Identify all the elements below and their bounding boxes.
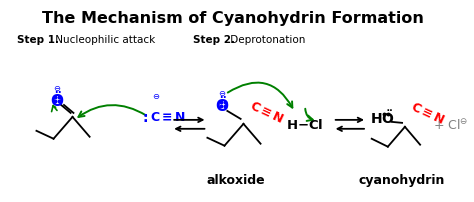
Text: $\mathbf{H\ddot{O}}$: $\mathbf{H\ddot{O}}$ [370, 109, 394, 126]
Text: $\ominus$: $\ominus$ [219, 88, 227, 97]
Text: $\mathbf{C{\equiv}N}$: $\mathbf{C{\equiv}N}$ [409, 100, 447, 127]
Text: cyanohydrin: cyanohydrin [359, 174, 445, 187]
Text: $\ominus$: $\ominus$ [53, 83, 62, 92]
Text: Step 1.: Step 1. [18, 35, 59, 45]
Text: Nucleophilic attack: Nucleophilic attack [52, 35, 155, 45]
Text: Step 2.: Step 2. [193, 35, 235, 45]
Text: $\mathbf{:}$: $\mathbf{:}$ [140, 110, 148, 124]
Text: $\mathbf{\ddot{O}}$: $\mathbf{\ddot{O}}$ [216, 95, 230, 114]
Text: $\mathbf{C{\equiv}N}$: $\mathbf{C{\equiv}N}$ [247, 99, 285, 126]
Text: $\ominus$: $\ominus$ [152, 91, 160, 100]
Text: $\mathbf{C{\equiv}N}$: $\mathbf{C{\equiv}N}$ [150, 111, 186, 124]
Text: $\mathbf{\ddot{O}}$: $\mathbf{\ddot{O}}$ [50, 90, 64, 109]
Text: alkoxide: alkoxide [207, 174, 265, 187]
Text: $\mathbf{H{-}Cl}$: $\mathbf{H{-}Cl}$ [285, 117, 323, 131]
Text: The Mechanism of Cyanohydrin Formation: The Mechanism of Cyanohydrin Formation [42, 11, 424, 25]
Text: Deprotonation: Deprotonation [228, 35, 306, 45]
Text: $+\ \mathrm{Cl}^{\ominus}$: $+\ \mathrm{Cl}^{\ominus}$ [433, 117, 469, 132]
